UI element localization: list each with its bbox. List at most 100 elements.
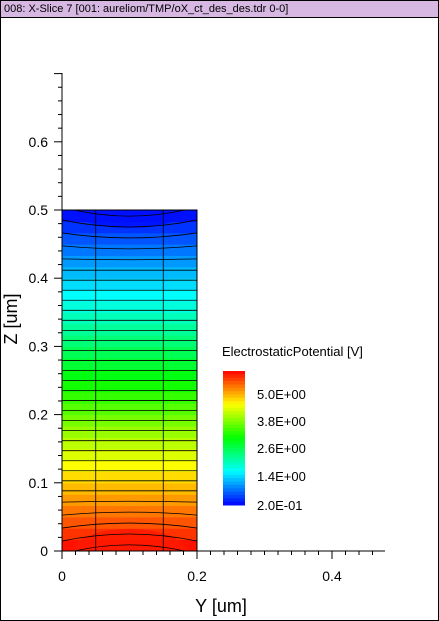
field-band (62, 391, 197, 404)
legend-color-segment (223, 391, 245, 395)
contour-line (62, 500, 197, 503)
window-title-bar[interactable]: 008: X-Slice 7 [001: aureliom/TMP/oX_ct_… (1, 1, 438, 18)
legend-color-segment (223, 371, 245, 375)
y-tick-label: 0 (40, 543, 48, 559)
legend-color-segment (223, 441, 245, 446)
field-band (62, 482, 197, 495)
bottom-hotspot (72, 529, 187, 551)
legend-color-segment (223, 468, 245, 472)
y-tick-label: 0.1 (29, 475, 49, 491)
legend-color-segment (223, 414, 245, 419)
y-tick-label: 0.6 (29, 134, 49, 150)
legend-color-segment (223, 387, 245, 392)
contour-line (62, 245, 197, 250)
field-band (62, 278, 197, 291)
legend-color-segment (223, 471, 245, 476)
legend-color-segment (223, 494, 245, 499)
field-band (62, 244, 197, 256)
x-axis-label: Y [um] (195, 596, 247, 616)
contour-line (62, 258, 197, 261)
legend-color-segment (223, 488, 245, 493)
color-legend: ElectrostaticPotential [V] 5.0E+00 3.8E+0… (222, 344, 363, 513)
field-band (62, 335, 197, 347)
contour-line (62, 232, 197, 239)
legend-color-segment (223, 474, 245, 479)
legend-color-segment (223, 484, 245, 489)
legend-label: 1.4E+00 (257, 469, 306, 484)
legend-color-segment (223, 377, 245, 382)
legend-color-segment (223, 397, 245, 402)
legend-color-segment (223, 438, 245, 442)
legend-color-segment (223, 401, 245, 405)
legend-color-segment (223, 451, 245, 456)
legend-title: ElectrostaticPotential [V] (222, 344, 363, 359)
field-band (62, 403, 197, 416)
y-axis-label: Z [um] (1, 293, 21, 344)
legend-color-segment (223, 491, 245, 496)
field-band (62, 369, 197, 381)
field-band (62, 346, 197, 359)
field-band (62, 266, 197, 279)
legend-color-segment (223, 407, 245, 412)
legend-color-segment (223, 458, 245, 462)
y-tick-label: 0.4 (29, 270, 49, 286)
legend-color-segment (223, 464, 245, 469)
contour-line (62, 522, 197, 529)
legend-color-segment (223, 411, 245, 416)
legend-color-segment (223, 381, 245, 385)
contour-line (62, 219, 197, 228)
contour-line (62, 511, 197, 516)
x-tick-label: 0.4 (322, 568, 342, 584)
legend-label: 5.0E+00 (257, 387, 306, 402)
legend-color-segment (223, 421, 245, 426)
y-tick-label: 0.5 (29, 202, 49, 218)
field-band (62, 289, 197, 302)
legend-color-segment (223, 448, 245, 452)
y-tick-labels: 0 0.1 0.2 0.3 0.4 0.5 0.6 (29, 134, 49, 559)
field-band (62, 460, 197, 472)
axes (54, 73, 385, 559)
legend-color-segment (223, 384, 245, 389)
mesh-lines (95, 210, 164, 551)
legend-color-segment (223, 427, 245, 432)
y-tick-label: 0.3 (29, 338, 49, 354)
field-band (62, 232, 197, 245)
legend-color-segment (223, 481, 245, 486)
legend-label: 2.0E-01 (257, 498, 303, 513)
y-tick-label: 0.2 (29, 407, 49, 423)
contour-line (62, 533, 197, 542)
field-band (62, 312, 197, 325)
legend-label: 3.8E+00 (257, 414, 306, 429)
field-band (62, 255, 197, 268)
contour-line (72, 210, 187, 217)
contour-lines (62, 210, 197, 551)
legend-color-segment (223, 374, 245, 379)
field-band (62, 437, 197, 450)
legend-label: 2.6E+00 (257, 441, 306, 456)
field-band (62, 505, 197, 518)
legend-color-segment (223, 431, 245, 436)
legend-color-segment (223, 444, 245, 449)
field-band (62, 300, 197, 313)
legend-color-segment (223, 478, 245, 483)
legend-labels: 5.0E+00 3.8E+00 2.6E+00 1.4E+00 2.0E-01 (257, 387, 306, 513)
legend-color-segment (223, 501, 245, 506)
x-tick-labels: 0 0.2 0.4 (58, 568, 342, 584)
legend-color-segment (223, 498, 245, 503)
field-band (62, 357, 197, 370)
field-band (62, 494, 197, 507)
field-band (62, 425, 197, 438)
field-band (62, 323, 197, 336)
x-tick-label: 0.2 (187, 568, 207, 584)
legend-color-segment (223, 394, 245, 399)
field-band (62, 380, 197, 393)
legend-color-bar (223, 371, 245, 506)
legend-color-segment (223, 417, 245, 422)
x-tick-label: 0 (58, 568, 66, 584)
field-band (62, 448, 197, 461)
legend-color-segment (223, 404, 245, 409)
legend-color-segment (223, 424, 245, 429)
field-band (62, 471, 197, 484)
